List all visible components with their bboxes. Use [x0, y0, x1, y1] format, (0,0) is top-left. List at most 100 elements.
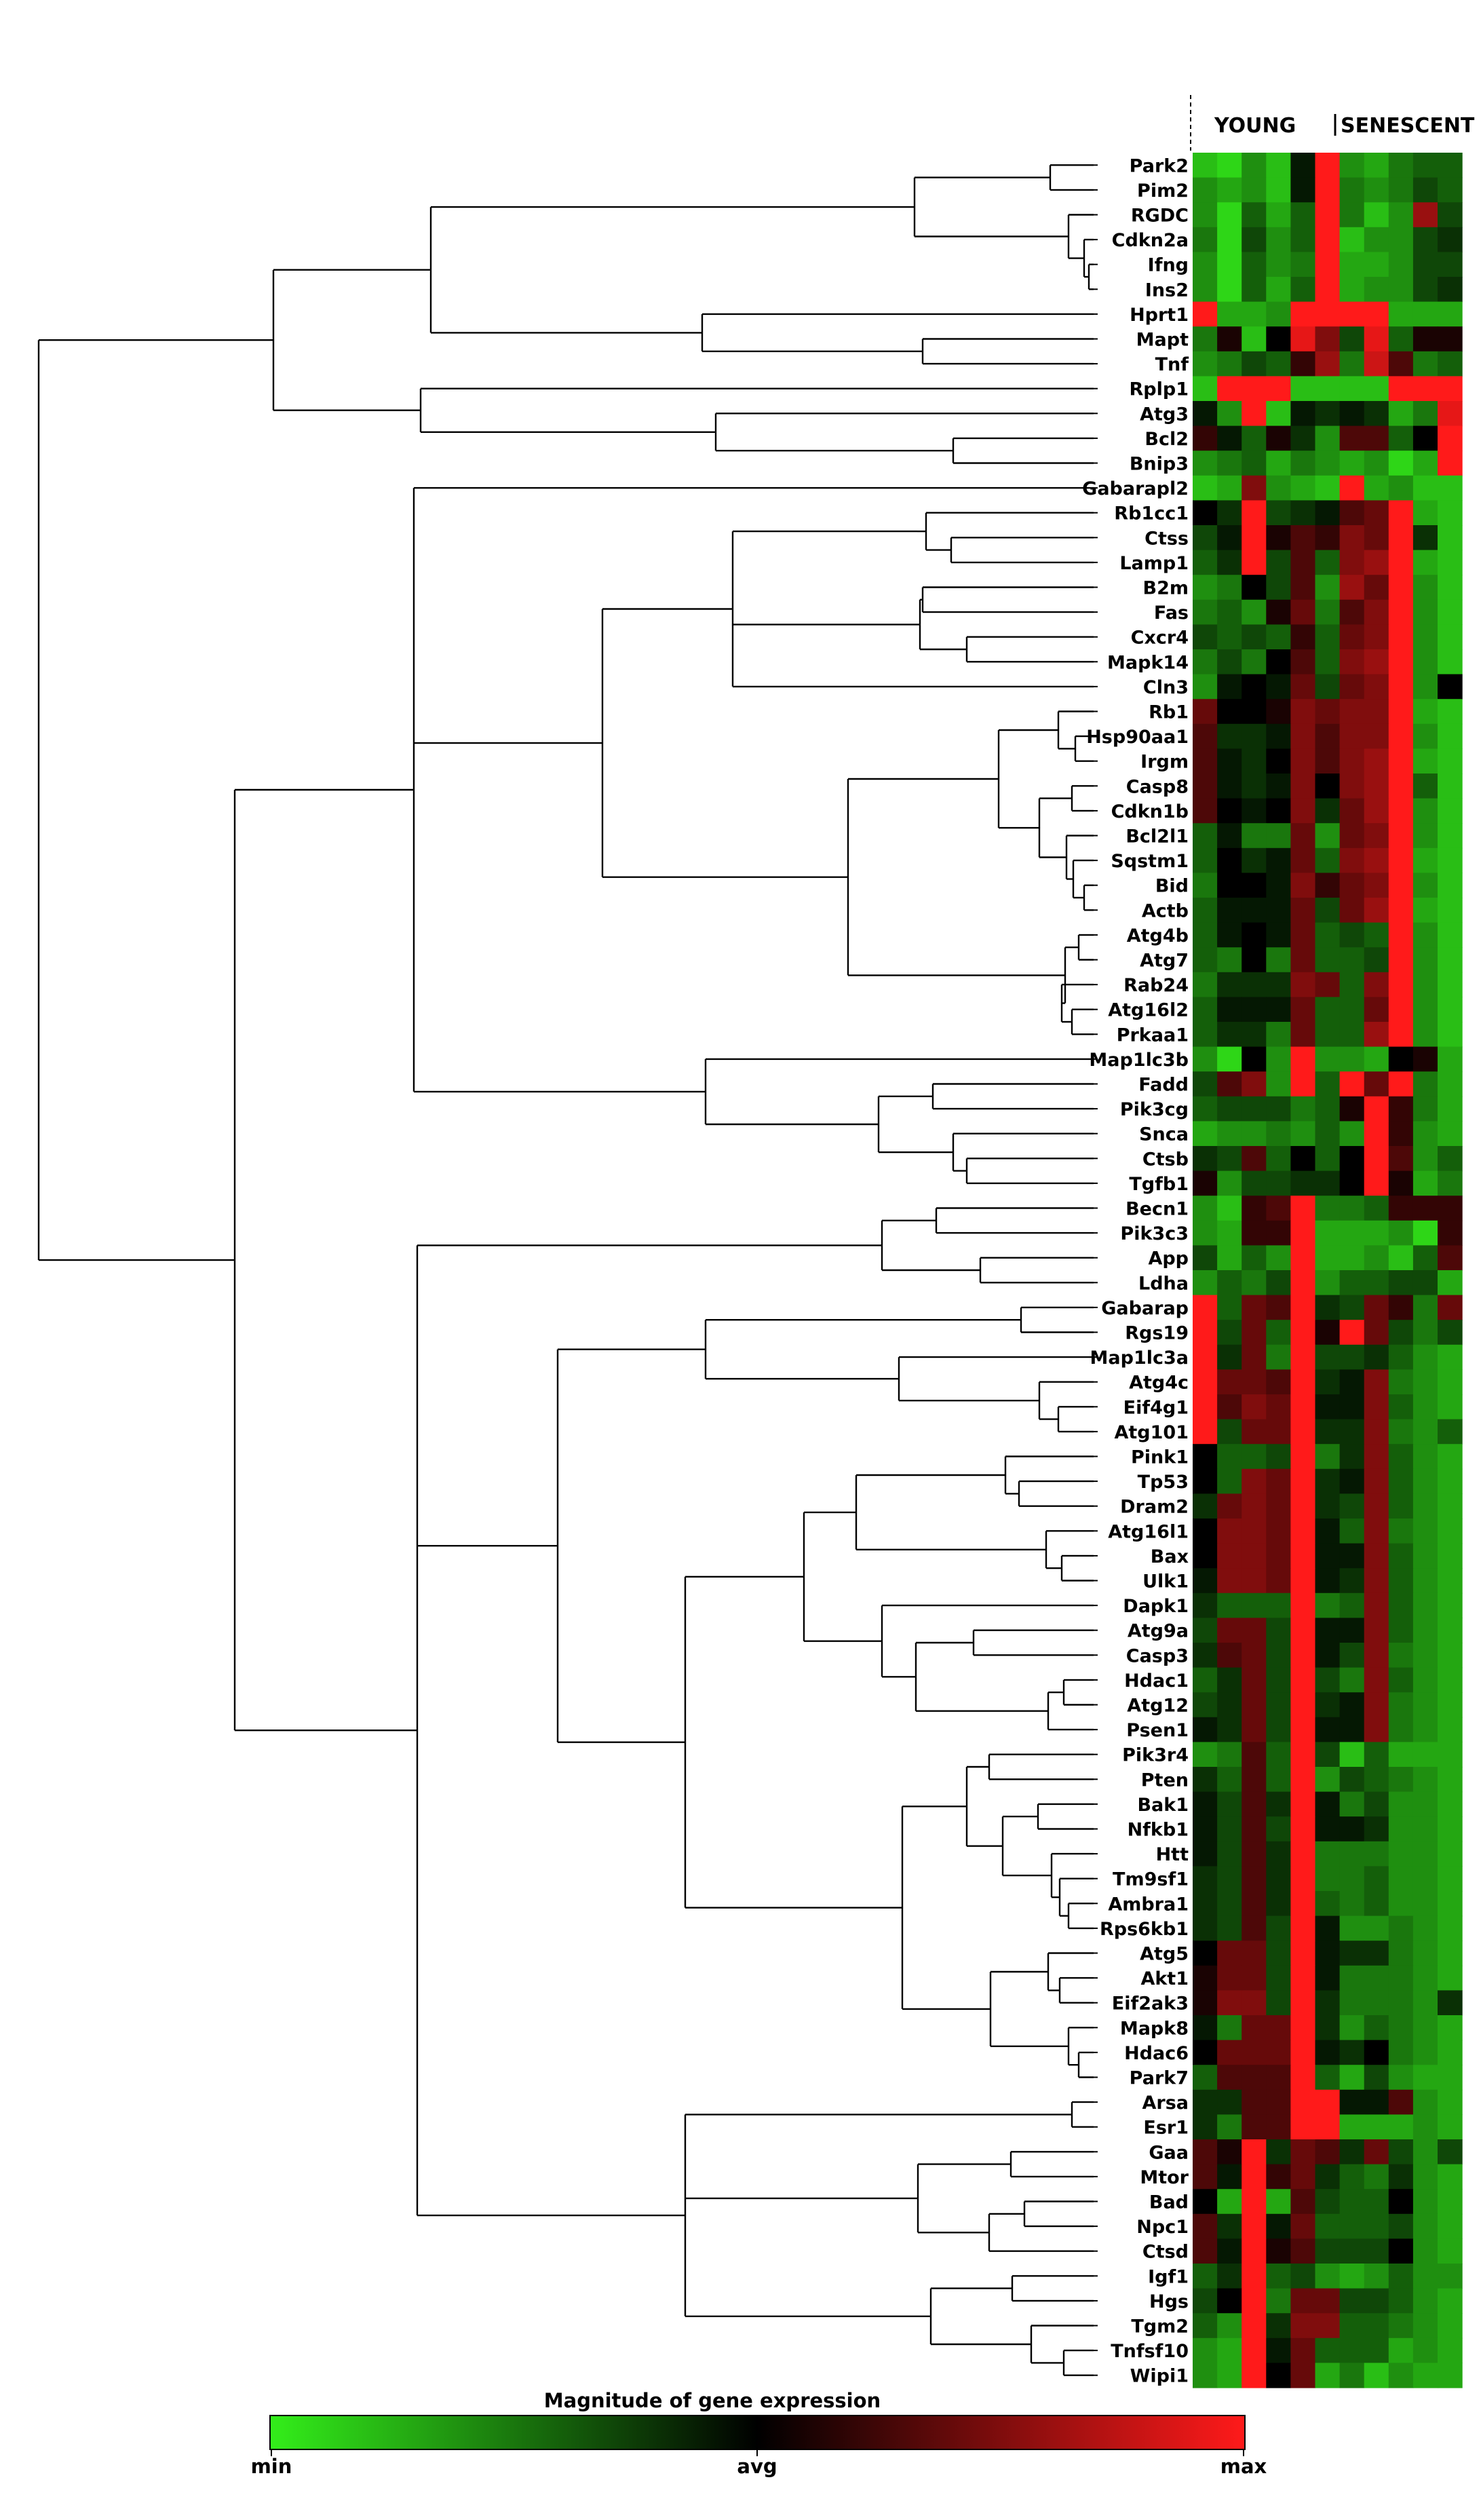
heatmap-cell-npc1-c11: [1438, 2213, 1463, 2239]
heatmap-cell-ifng-c11: [1438, 252, 1463, 278]
heatmap-cell-npc1-c9: [1388, 2213, 1414, 2239]
heatmap-cell-park7-c10: [1412, 2065, 1438, 2091]
heatmap-cell-tgm2-c11: [1438, 2313, 1463, 2339]
heatmap-cell-bnip3-c1: [1193, 451, 1218, 476]
heatmap-cell-htt-c9: [1388, 1841, 1414, 1867]
heatmap-cell-tnfsf10-c5: [1290, 2337, 1316, 2363]
heatmap-cell-tp53-c7: [1339, 1468, 1365, 1494]
heatmap-cell-fas-c10: [1412, 599, 1438, 625]
heatmap-cell-atg12-c8: [1364, 1692, 1389, 1718]
heatmap-cell-pink1-c7: [1339, 1444, 1365, 1470]
heatmap-cell-rb1-c9: [1388, 699, 1414, 725]
heatmap-cell-bid-c7: [1339, 873, 1365, 898]
gene-label-bad: Bad: [1149, 2192, 1189, 2213]
heatmap-cell-map1lc3a-c1: [1193, 1344, 1218, 1370]
heatmap-cell-atg3-c7: [1339, 401, 1365, 427]
heatmap-cell-park7-c1: [1193, 2065, 1218, 2091]
heatmap-cell-wipi1-c1: [1193, 2363, 1218, 2388]
heatmap-cell-pik3cg-c5: [1290, 1096, 1316, 1122]
heatmap-cell-gabarapl2-c8: [1364, 475, 1389, 501]
heatmap-cell-atg101-c6: [1315, 1419, 1341, 1445]
heatmap-cell-ambra1-c5: [1290, 1891, 1316, 1917]
heatmap-cell-bcl2l1-c1: [1193, 823, 1218, 849]
heatmap-cell-atg4c-c9: [1388, 1369, 1414, 1395]
heatmap-cell-akt1-c11: [1438, 1965, 1463, 1991]
gene-label-dapk1: Dapk1: [1123, 1596, 1189, 1617]
heatmap-cell-rplp1-c10: [1412, 376, 1438, 402]
heatmap-cell-ambra1-c7: [1339, 1891, 1365, 1917]
heatmap-cell-gabarapl2-c10: [1412, 475, 1438, 501]
heatmap-cell-gabarapl2-c6: [1315, 475, 1341, 501]
heatmap-cell-ctsd-c10: [1412, 2238, 1438, 2264]
group-label-young: YOUNG: [1214, 114, 1296, 138]
heatmap-cell-hsp90aa1-c5: [1290, 723, 1316, 749]
heatmap-cell-dapk1-c1: [1193, 1592, 1218, 1618]
heatmap-cell-rgs19-c8: [1364, 1320, 1389, 1345]
heatmap-cell-bak1-c3: [1242, 1791, 1267, 1817]
heatmap-cell-dapk1-c11: [1438, 1592, 1463, 1618]
heatmap-cell-becn1-c7: [1339, 1196, 1365, 1221]
gene-label-atg101: Atg101: [1115, 1422, 1189, 1443]
heatmap-cell-atg12-c7: [1339, 1692, 1365, 1718]
heatmap-cell-map1lc3b-c4: [1266, 1046, 1291, 1072]
heatmap-cell-igf1-c1: [1193, 2264, 1218, 2289]
heatmap-cell-cdkn1b-c4: [1266, 798, 1291, 824]
heatmap-cell-atg16l1-c11: [1438, 1519, 1463, 1544]
heatmap-cell-psen1-c11: [1438, 1717, 1463, 1742]
heatmap-cell-hgs-c9: [1388, 2288, 1414, 2314]
gene-label-casp8: Casp8: [1126, 776, 1189, 797]
heatmap-cell-cdkn1b-c11: [1438, 798, 1463, 824]
heatmap-cell-bid-c4: [1266, 873, 1291, 898]
heatmap-cell-mtor-c5: [1290, 2164, 1316, 2190]
heatmap-cell-bcl2l1-c5: [1290, 823, 1316, 849]
gene-label-rgdc: RGDC: [1131, 206, 1189, 227]
heatmap-cell-atg16l1-c10: [1412, 1519, 1438, 1544]
heatmap-cell-map1lc3b-c7: [1339, 1046, 1365, 1072]
heatmap-cell-tgfb1-c4: [1266, 1170, 1291, 1196]
heatmap-cell-arsa-c9: [1388, 2089, 1414, 2115]
heatmap-cell-atg4c-c2: [1217, 1369, 1242, 1395]
heatmap-cell-park7-c6: [1315, 2065, 1341, 2091]
heatmap-cell-gaa-c9: [1388, 2139, 1414, 2165]
heatmap-cell-rgs19-c11: [1438, 1320, 1463, 1345]
heatmap-cell-fas-c7: [1339, 599, 1365, 625]
heatmap-cell-app-c9: [1388, 1245, 1414, 1271]
heatmap-cell-bnip3-c4: [1266, 451, 1291, 476]
heatmap-cell-atg16l2-c3: [1242, 997, 1267, 1023]
heatmap-cell-hgs-c11: [1438, 2288, 1463, 2314]
heatmap-cell-rplp1-c8: [1364, 376, 1389, 402]
heatmap-cell-tgm2-c9: [1388, 2313, 1414, 2339]
heatmap-cell-sqstm1-c9: [1388, 847, 1414, 873]
heatmap-cell-irgm-c7: [1339, 748, 1365, 774]
heatmap-cell-atg5-c7: [1339, 1941, 1365, 1966]
heatmap-cell-map1lc3a-c4: [1266, 1344, 1291, 1370]
heatmap-cell-cdkn1b-c8: [1364, 798, 1389, 824]
heatmap-cell-tnfsf10-c9: [1388, 2337, 1414, 2363]
heatmap-cell-atg9a-c10: [1412, 1618, 1438, 1643]
heatmap-cell-atg4c-c10: [1412, 1369, 1438, 1395]
heatmap-cell-bad-c3: [1242, 2189, 1267, 2215]
heatmap-cell-hdac1-c5: [1290, 1667, 1316, 1693]
heatmap-cell-cxcr4-c7: [1339, 624, 1365, 650]
gene-label-atg5: Atg5: [1140, 1944, 1189, 1965]
heatmap-cell-atg4b-c7: [1339, 922, 1365, 948]
heatmap-cell-atg4b-c11: [1438, 922, 1463, 948]
heatmap-cell-rps6kb1-c11: [1438, 1915, 1463, 1941]
heatmap-cell-hprt1-c10: [1412, 301, 1438, 327]
heatmap-cell-rps6kb1-c3: [1242, 1915, 1267, 1941]
heatmap-cell-cdkn2a-c3: [1242, 227, 1267, 252]
heatmap-cell-bad-c1: [1193, 2189, 1218, 2215]
heatmap-cell-igf1-c8: [1364, 2264, 1389, 2289]
dendrogram: [37, 164, 1094, 2376]
colorbar-avg-label: avg: [737, 2455, 777, 2478]
heatmap-cell-rb1cc1-c1: [1193, 500, 1218, 526]
gene-label-pten: Pten: [1141, 1770, 1189, 1791]
heatmap-cell-tgm2-c6: [1315, 2313, 1341, 2339]
heatmap-cell-atg5-c6: [1315, 1941, 1341, 1966]
heatmap-cell-tp53-c11: [1438, 1468, 1463, 1494]
heatmap-cell-prkaa1-c2: [1217, 1022, 1242, 1048]
heatmap-cell-eif4g1-c1: [1193, 1394, 1218, 1420]
heatmap-cell-gabarap-c3: [1242, 1295, 1267, 1320]
heatmap-cell-hsp90aa1-c8: [1364, 723, 1389, 749]
heatmap-cell-rps6kb1-c4: [1266, 1915, 1291, 1941]
